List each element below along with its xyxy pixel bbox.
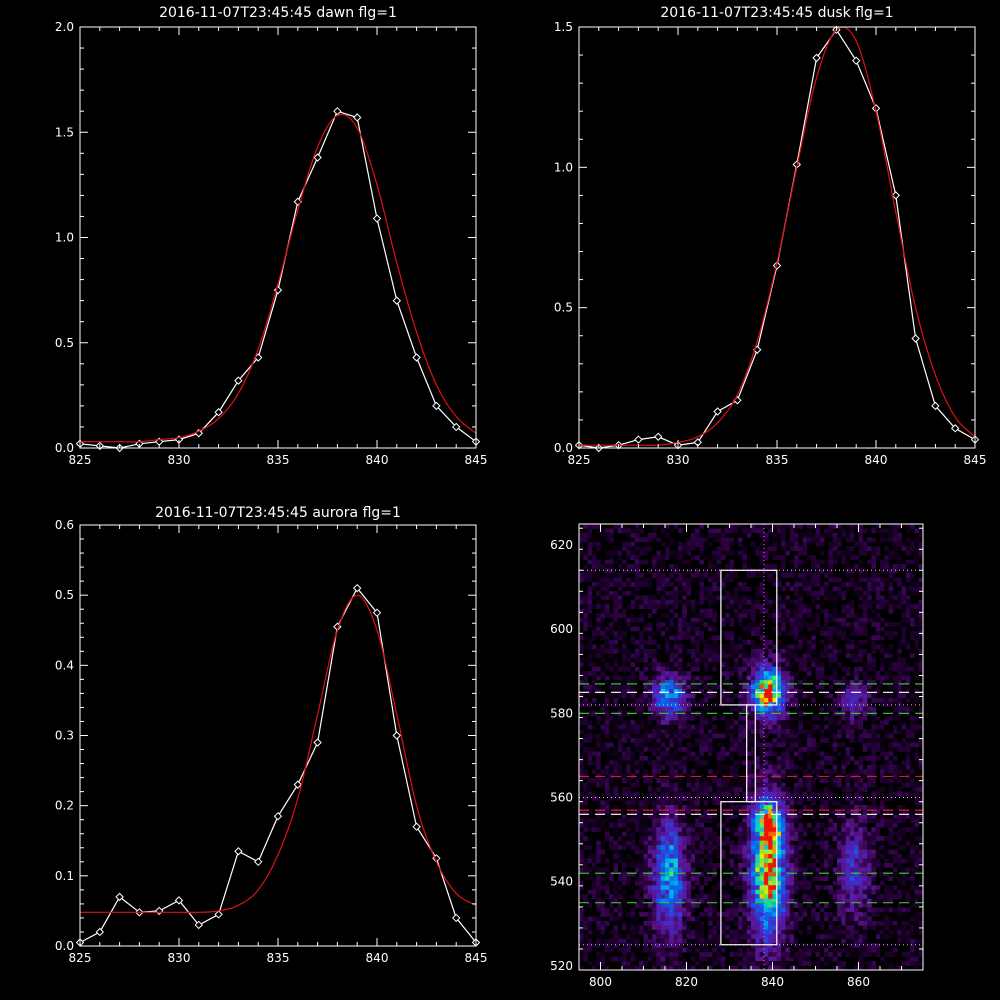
data-point xyxy=(911,334,920,343)
data-point xyxy=(352,113,362,122)
x-tick-label: 835 xyxy=(766,453,789,467)
panel-aurora-fit-line xyxy=(80,594,477,914)
x-tick-label: 860 xyxy=(847,975,870,989)
data-point xyxy=(253,857,263,867)
data-point xyxy=(234,376,243,385)
data-point xyxy=(634,435,643,444)
data-point xyxy=(392,296,402,305)
data-point xyxy=(950,424,960,433)
y-tick-label: 1.5 xyxy=(554,20,573,34)
x-tick-label: 840 xyxy=(366,951,389,965)
y-tick-label: 1.0 xyxy=(554,160,573,174)
data-point xyxy=(713,407,722,416)
x-tick-label: 835 xyxy=(267,951,290,965)
data-point xyxy=(851,56,861,65)
panel-aurora-title: 2016-11-07T23:45:45 aurora flg=1 xyxy=(155,505,401,521)
x-tick-label: 835 xyxy=(267,453,290,467)
x-tick-label: 820 xyxy=(675,975,698,989)
panel-image: 800 820 840 860 520 540 560 580 600 620 xyxy=(550,523,924,989)
x-tick-label: 845 xyxy=(465,951,488,965)
panel-dawn-fit-line xyxy=(80,113,477,443)
y-tick-label: 0.0 xyxy=(554,441,573,455)
x-tick-label: 800 xyxy=(589,975,612,989)
y-tick-label: 600 xyxy=(550,622,573,636)
y-tick-label: 560 xyxy=(550,790,573,804)
y-tick-label: 580 xyxy=(550,706,573,720)
data-point xyxy=(234,847,243,856)
data-point xyxy=(95,927,105,937)
y-tick-label: 0.2 xyxy=(55,799,74,813)
data-point xyxy=(372,214,382,223)
y-tick-label: 620 xyxy=(550,538,573,552)
y-tick-label: 1.5 xyxy=(55,125,74,139)
data-point xyxy=(115,892,124,902)
y-tick-label: 540 xyxy=(550,875,573,889)
data-point xyxy=(653,432,663,441)
selection-box xyxy=(746,704,756,803)
data-point xyxy=(174,896,184,905)
y-tick-label: 0.6 xyxy=(55,518,74,532)
data-point xyxy=(214,910,223,919)
y-tick-label: 0.0 xyxy=(55,441,74,455)
y-tick-label: 0.3 xyxy=(55,729,74,743)
data-point xyxy=(293,780,303,789)
y-tick-label: 2.0 xyxy=(55,20,74,34)
data-point xyxy=(812,53,821,63)
y-tick-label: 0.1 xyxy=(55,869,74,883)
panel-aurora: 2016-11-07T23:45:45 aurora flg=1 825 830 8… xyxy=(55,505,488,965)
data-point xyxy=(273,811,283,821)
y-tick-label: 0.5 xyxy=(554,301,573,315)
y-tick-label: 520 xyxy=(550,959,573,973)
x-tick-label: 830 xyxy=(667,453,690,467)
x-tick-label: 840 xyxy=(761,975,784,989)
x-tick-label: 840 xyxy=(366,453,389,467)
y-tick-label: 0.0 xyxy=(55,939,74,953)
panel-dusk-fit-line xyxy=(579,26,976,446)
panel-dusk: 2016-11-07T23:45:45 dusk flg=1 825 830 835… xyxy=(554,5,987,467)
x-tick-label: 825 xyxy=(69,453,92,467)
x-tick-label: 830 xyxy=(168,453,191,467)
data-point xyxy=(333,106,342,116)
data-point xyxy=(931,401,940,411)
x-tick-label: 845 xyxy=(465,453,488,467)
x-tick-label: 845 xyxy=(964,453,987,467)
data-point xyxy=(772,261,782,270)
y-tick-label: 0.4 xyxy=(55,658,74,672)
x-tick-label: 825 xyxy=(69,951,92,965)
x-tick-label: 825 xyxy=(568,453,591,467)
panel-dawn: 2016-11-07T23:45:45 dawn flg=1 825 830 835… xyxy=(55,5,488,467)
data-point xyxy=(891,191,901,200)
x-tick-label: 830 xyxy=(168,951,191,965)
data-point xyxy=(194,920,204,930)
data-point xyxy=(214,408,223,417)
data-point xyxy=(412,353,421,362)
data-point xyxy=(412,822,421,831)
y-tick-label: 1.0 xyxy=(55,231,74,245)
data-point xyxy=(313,738,322,747)
x-tick-label: 840 xyxy=(865,453,888,467)
data-point xyxy=(432,401,441,411)
panel-dawn-title: 2016-11-07T23:45:45 dawn flg=1 xyxy=(159,5,397,21)
data-point xyxy=(352,583,362,593)
data-point xyxy=(392,731,402,740)
data-point xyxy=(451,422,461,432)
data-point xyxy=(372,608,382,617)
data-point xyxy=(313,153,322,162)
y-tick-label: 0.5 xyxy=(55,588,74,602)
y-tick-label: 0.5 xyxy=(55,336,74,350)
panel-dusk-title: 2016-11-07T23:45:45 dusk flg=1 xyxy=(660,5,893,21)
data-point xyxy=(451,913,461,923)
